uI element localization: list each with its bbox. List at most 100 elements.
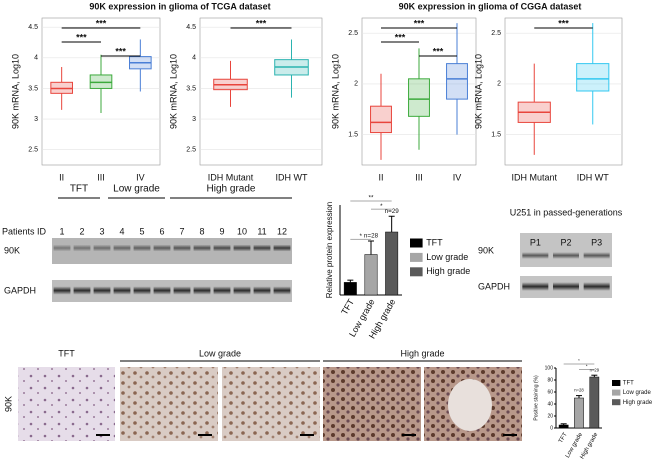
blot-gapdh [52,280,292,302]
legend-swatch [410,238,423,248]
band [233,244,251,252]
band [133,286,151,295]
box [576,63,610,92]
legend-swatch [612,380,621,386]
band [583,282,610,291]
x-tick-label: IV [453,172,462,182]
lane-label: 1 [59,226,64,236]
histology-image [222,367,320,441]
lane-label: 5 [139,226,144,236]
legend-swatch [410,267,423,277]
band [213,244,231,252]
y-axis-label: 90K mRNA, Log10 [168,54,178,129]
row-label: GAPDH [478,281,510,291]
band [213,286,231,295]
lane-label: P3 [591,237,602,247]
row-label: 90K [3,396,13,412]
x-tick-label: IDH Mutant [511,172,557,182]
y-tick-label: 0 [550,425,553,431]
lane-label: 10 [237,226,247,236]
band [522,282,549,291]
x-tick-label: II [59,172,64,182]
group-label: Low grade [113,184,160,195]
band [53,244,71,252]
x-tick-label: III [97,172,105,182]
sample-size: n=28 [574,388,584,393]
legend-label: TFT [426,237,443,247]
band [73,286,91,295]
band [173,244,191,252]
y-axis-label: Relative protein expression [325,202,334,299]
lane-label: 4 [119,226,124,236]
legend-swatch [612,399,621,406]
band [273,244,291,252]
row-label: 90K [4,245,20,255]
histology-image [120,367,218,441]
bar [574,397,584,429]
sample-size: n=29 [590,367,600,372]
y-tick-label: 1.5 [491,131,501,138]
bar [364,254,378,296]
band [153,286,171,295]
group-label: Low grade [199,348,241,358]
y-tick-label: 2.5 [491,30,501,37]
y-tick-label: 2 [354,81,358,88]
y-tick-label: 100 [545,365,554,371]
significance-label: * [380,203,383,210]
histology-lumen [448,379,492,431]
band [253,244,271,252]
row-label: 90K [478,245,494,255]
y-tick-label: 4.5 [186,24,196,31]
significance-label: *** [256,18,267,28]
chart-title: 90K expression in glioma of CGGA dataset [399,1,582,11]
band [133,244,151,252]
x-tick-label: III [415,172,423,182]
significance-label: * [578,358,580,363]
lane-label: 11 [257,226,266,236]
y-tick-label: 3.5 [28,85,38,92]
y-tick-label: 3 [34,116,38,123]
significance-label: *** [433,46,444,56]
band [93,244,111,252]
row-header: Patients ID [2,226,47,236]
x-tick-label: II [378,172,383,182]
band [583,252,610,259]
sample-size: n=29 [385,208,400,215]
group-label: High grade [400,348,444,358]
y-axis-label: 90K mRNA, Log10 [473,54,483,129]
blot-90k [520,233,612,267]
band [193,244,211,252]
lane-label: 9 [219,226,224,236]
lane-label: 2 [79,226,84,236]
y-tick-label: 2 [497,81,501,88]
band [553,282,579,291]
group-label: TFT [70,184,88,195]
x-tick-label: IDH WT [577,172,609,182]
lane-label: 12 [277,226,287,236]
group-label: TFT [58,348,75,358]
legend-swatch [612,389,621,396]
x-tick-label: IDH Mutant [208,172,254,182]
plot-area [199,17,323,166]
legend-label: Low grade [426,252,468,262]
x-tick-label: IV [136,172,145,182]
y-tick-label: 80 [547,377,553,383]
y-axis-label: 90K mRNA, Log10 [10,54,20,129]
band [522,252,549,259]
significance-label: *** [96,18,107,28]
significance-label: * [586,364,588,369]
blot-title: U251 in passed-generations [510,207,623,217]
row-label: GAPDH [4,285,36,295]
y-tick-label: 3.5 [186,85,196,92]
lane-label: 7 [179,226,184,236]
histology-image [18,367,115,441]
box [408,78,430,117]
band [113,286,131,295]
box [370,105,392,134]
band [93,286,111,295]
bar [343,282,357,296]
sample-size: n=28 [364,233,379,240]
box [446,63,468,100]
bar [385,231,399,296]
